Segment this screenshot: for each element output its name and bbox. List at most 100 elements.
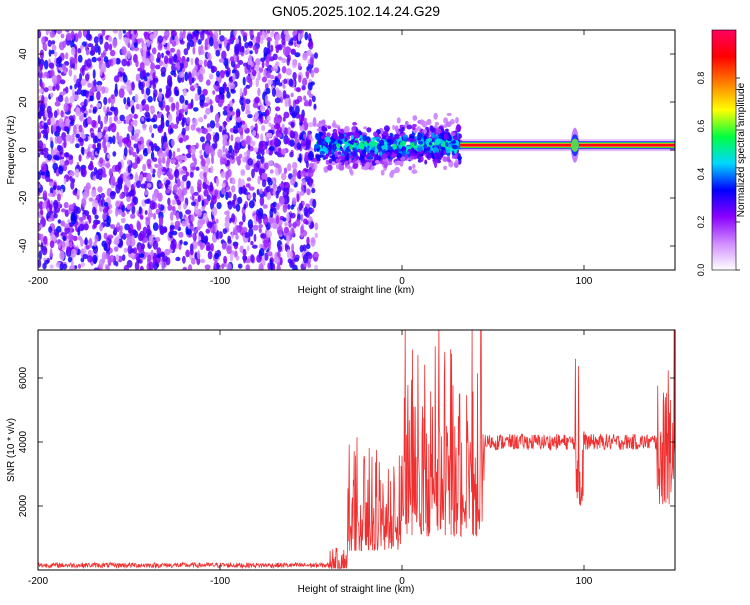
spectrogram-blob xyxy=(264,94,269,105)
spectrogram-blob xyxy=(138,206,142,215)
spectrogram-blob xyxy=(228,144,233,154)
spectrogram-blob xyxy=(252,224,259,231)
spectrogram-blob xyxy=(139,214,144,220)
spectrogram-blob xyxy=(296,30,303,34)
spectrogram-blob xyxy=(447,159,452,163)
spectrogram-blob xyxy=(61,240,66,248)
spectrogram-blob xyxy=(362,149,366,155)
spectrogram-blob xyxy=(49,30,56,38)
spectrogram-blob xyxy=(103,96,108,106)
spectrogram-blob xyxy=(359,154,364,161)
spectrogram-blob xyxy=(125,31,130,39)
spectrogram-blob xyxy=(265,149,270,154)
spectrogram-blob xyxy=(352,163,359,169)
spectrogram-blob xyxy=(230,134,234,142)
spectrogram-blob xyxy=(87,30,90,36)
spectrogram-blob xyxy=(252,117,257,122)
spectrogram-blob xyxy=(38,224,41,231)
spectrogram-blob xyxy=(455,117,459,124)
y-tick-label: 40 xyxy=(18,48,29,60)
spectrogram-blob xyxy=(121,58,128,67)
spectrogram-blob xyxy=(144,104,150,112)
spectrogram-blob xyxy=(387,144,392,151)
spectrogram-blob xyxy=(100,52,106,58)
spectrogram-blob xyxy=(370,137,376,141)
spectrogram-blob xyxy=(190,185,195,196)
spectrogram-blob xyxy=(292,35,298,41)
spectrogram-blob xyxy=(157,192,163,202)
spectrogram-blob xyxy=(253,147,259,153)
spectrogram-blob xyxy=(176,147,181,153)
spectrogram-blob xyxy=(115,57,121,65)
spectrogram-blob xyxy=(343,137,348,143)
spectrogram-blob xyxy=(56,225,62,233)
spectrogram-blob xyxy=(376,139,380,142)
spectrogram-blob xyxy=(63,201,69,209)
spectrogram-blob xyxy=(44,96,48,103)
spectrogram-blob xyxy=(254,47,259,55)
spectrogram-blob xyxy=(254,96,260,104)
spectrogram-blob xyxy=(453,137,459,141)
spectrogram-blob xyxy=(57,193,61,202)
spectrogram-blob xyxy=(57,219,62,224)
spectrogram-blob xyxy=(283,167,288,174)
spectrogram-blob xyxy=(278,196,285,205)
figure-title: GN05.2025.102.14.24.G29 xyxy=(272,3,440,19)
spectrogram-blob xyxy=(79,45,84,50)
spectrogram-blob xyxy=(249,50,253,55)
spectrogram-blob xyxy=(277,73,282,80)
spectrogram-blob xyxy=(78,154,82,162)
spectrogram-blob xyxy=(211,206,218,216)
spectrogram-blob xyxy=(210,195,217,205)
spectrogram-blob xyxy=(192,46,196,55)
spectrogram-blob xyxy=(229,56,235,62)
spectrogram-blob xyxy=(69,170,75,177)
spectrogram-blob xyxy=(295,218,301,227)
spectrogram-blob xyxy=(126,96,131,106)
spectrogram-blob xyxy=(193,191,199,196)
spectrogram-blob xyxy=(126,60,131,67)
spectrogram-blob xyxy=(48,218,52,223)
spectrogram-blob xyxy=(119,114,125,122)
spectrogram-blob xyxy=(161,114,164,123)
spectrogram-blob xyxy=(354,140,359,144)
spectrogram-blob xyxy=(383,125,390,132)
spectrogram-blob xyxy=(77,30,82,39)
spectrogram-blob xyxy=(303,95,307,101)
spectrogram-blob xyxy=(366,127,372,133)
spectrogram-blob xyxy=(267,262,271,270)
spectrogram-blob xyxy=(222,110,228,116)
spectrogram-blob xyxy=(72,189,77,196)
spectrogram-blob xyxy=(242,122,248,130)
spectrogram-blob xyxy=(60,33,65,39)
spectrogram-blob xyxy=(96,84,103,92)
spectrogram-blob xyxy=(53,213,58,219)
spectrogram-blob xyxy=(86,116,92,125)
spectrogram-blob xyxy=(445,128,449,132)
spectrogram-blob xyxy=(157,35,164,44)
spectrogram-blob xyxy=(258,263,264,270)
spectrogram-blob xyxy=(281,172,287,181)
spectrogram-blob xyxy=(261,125,266,131)
spectrogram-blob xyxy=(68,204,75,212)
spectrogram-blob xyxy=(425,146,431,152)
colorbar-tick-label: 0.6 xyxy=(696,120,706,133)
spectrogram-blob xyxy=(151,47,157,55)
spectrogram-blob xyxy=(146,224,151,233)
spectrogram-blob xyxy=(83,223,89,231)
spectrogram-blob xyxy=(288,78,294,87)
spectrogram-blob xyxy=(120,217,126,223)
spectrogram-blob xyxy=(451,155,458,159)
spectrogram-blob xyxy=(48,62,55,69)
spectrogram-blob xyxy=(290,212,296,219)
spectrogram-blob xyxy=(75,106,81,115)
spectrogram-blob xyxy=(106,111,113,116)
spectrogram-blob xyxy=(338,133,345,140)
spectrogram-blob xyxy=(96,57,102,62)
spectrogram-blob xyxy=(201,206,206,211)
spectrogram-blob xyxy=(118,88,125,98)
spectrogram-blob xyxy=(38,130,42,140)
spectrogram-blob xyxy=(427,137,432,142)
spectrogram-blob xyxy=(108,204,113,210)
spectrogram-blob xyxy=(190,124,196,131)
